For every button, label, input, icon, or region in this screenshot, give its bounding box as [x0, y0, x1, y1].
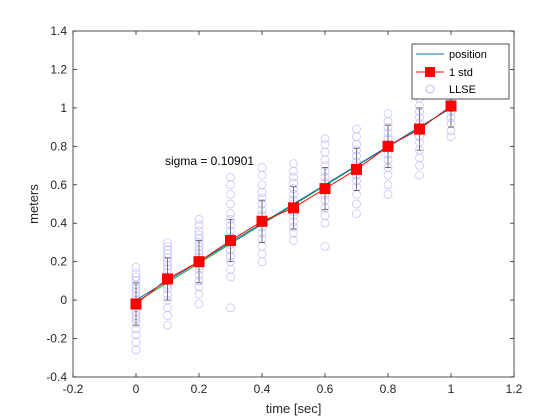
llse-point	[446, 132, 456, 142]
llse-point	[383, 109, 393, 119]
llse-point	[352, 199, 361, 209]
y-tick-label: -0.2	[46, 332, 67, 346]
std-marker	[319, 183, 331, 195]
llse-point	[352, 124, 361, 134]
std-marker	[288, 202, 299, 214]
llse-point	[131, 268, 141, 278]
legend-llse-label: LLSE	[449, 84, 476, 96]
y-tick-label: 1.4	[50, 24, 67, 38]
llse-point	[131, 272, 141, 282]
x-tick-label: 0.4	[254, 382, 271, 396]
legend: position 1 std LLSE	[411, 43, 510, 100]
y-tick-label: 0.4	[50, 216, 67, 230]
legend-std-marker	[425, 67, 435, 77]
llse-point	[320, 134, 330, 143]
llse-point	[383, 190, 393, 199]
std-markers	[130, 100, 457, 310]
y-tick-label: 0.8	[50, 139, 67, 153]
x-tick-label: 0.8	[380, 382, 397, 396]
std-marker	[225, 235, 236, 247]
y-tick-label: 1	[60, 101, 67, 115]
std-marker	[162, 273, 173, 285]
legend-std-label: 1 std	[449, 67, 473, 79]
x-tick-label: 1	[448, 382, 455, 396]
axis-ticks	[72, 30, 515, 378]
llse-point	[194, 220, 204, 230]
llse-point	[194, 299, 204, 309]
std-marker	[414, 123, 425, 135]
legend-position-label: position	[449, 49, 487, 61]
plot-frame	[72, 30, 515, 378]
llse-point	[226, 172, 235, 182]
std-marker	[193, 256, 205, 268]
std-marker	[351, 163, 362, 175]
y-tick-labels: -0.4 -0.2 0 0.2 0.4 0.6 0.8 1 1.2 1.4	[46, 24, 67, 384]
y-tick-label: -0.4	[46, 370, 67, 384]
sigma-annotation: sigma = 0.10901	[165, 154, 254, 168]
llse-point	[415, 170, 424, 180]
llse-point	[320, 241, 330, 251]
x-tick-label: 0.6	[317, 382, 334, 396]
std-marker	[382, 140, 394, 152]
llse-point	[226, 199, 235, 209]
llse-point	[163, 238, 172, 247]
llse-point	[163, 320, 172, 330]
llse-point	[163, 241, 172, 251]
llse-point	[289, 159, 298, 168]
y-tick-label: 1.2	[50, 62, 67, 76]
llse-point	[383, 180, 393, 190]
x-axis-label: time [sec]	[266, 401, 322, 416]
llse-point	[352, 209, 361, 218]
llse-point	[226, 209, 235, 218]
llse-point	[131, 263, 141, 272]
llse-point	[194, 215, 204, 224]
std-marker	[130, 298, 142, 310]
y-tick-label: 0.6	[50, 178, 67, 192]
llse-point	[131, 330, 141, 340]
llse-point	[194, 226, 204, 236]
x-tick-label: -0.2	[63, 382, 84, 396]
llse-point	[289, 172, 298, 182]
std-marker	[445, 100, 457, 112]
llse-point	[257, 163, 267, 172]
llse-point	[226, 303, 235, 313]
llse-point	[226, 190, 235, 199]
x-tick-label: 1.2	[506, 382, 523, 396]
llse-point	[320, 140, 330, 149]
llse-point	[194, 230, 204, 240]
std-marker	[256, 215, 268, 227]
x-tick-labels: -0.2 0 0.2 0.4 0.6 0.8 1 1.2	[63, 382, 523, 396]
y-axis-label: meters	[26, 184, 41, 224]
x-tick-label: 0	[133, 382, 140, 396]
y-tick-label: 0	[60, 293, 67, 307]
llse-point	[257, 180, 267, 190]
x-tick-label: 0.2	[191, 382, 208, 396]
y-tick-label: 0.2	[50, 255, 67, 269]
legend-llse-marker	[425, 84, 435, 94]
